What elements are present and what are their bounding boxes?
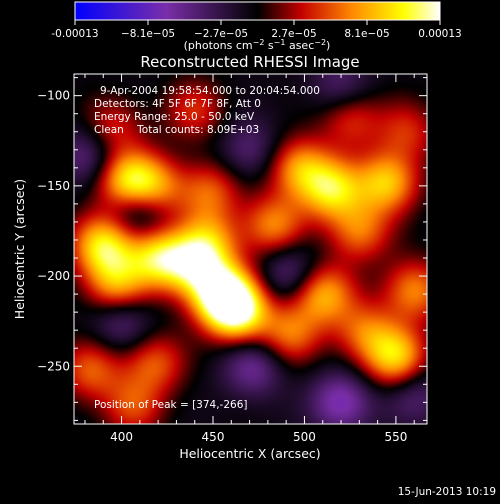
clean-counts-annotation: Clean Total counts: 8.09E+03 <box>94 124 259 136</box>
colorbar-unit-label: (photons cm−2 s−1 asec−2) <box>184 38 331 52</box>
chart-title: Reconstructed RHESSI Image <box>140 53 359 71</box>
peak-position-annotation: Position of Peak = [374,-266] <box>94 399 248 411</box>
time-range-annotation: 9-Apr-2004 19:58:54.000 to 20:04:54.000 <box>100 85 320 97</box>
colorbar-tick-label: 8.1e−05 <box>344 28 389 40</box>
x-axis-label: Heliocentric X (arcsec) <box>179 446 320 461</box>
x-tick-label: 400 <box>110 430 133 444</box>
colorbar-tick-label: -0.00013 <box>51 28 98 40</box>
energy-range-annotation: Energy Range: 25.0 - 50.0 keV <box>94 111 255 123</box>
detectors-annotation: Detectors: 4F 5F 6F 7F 8F, Att 0 <box>94 98 261 110</box>
y-tick-label: −200 <box>37 269 70 283</box>
x-tick-label: 550 <box>384 430 407 444</box>
colorbar-tick-label: 2.7e−05 <box>271 28 316 40</box>
axis-ticks: 400 450 500 550 −100 −150 −200 −250 <box>37 74 427 444</box>
y-axis-label: Heliocentric Y (arcsec) <box>12 179 27 319</box>
plot-frame <box>73 73 428 425</box>
y-tick-label: −250 <box>37 359 70 373</box>
colorbar-tick-label: −8.1e−05 <box>121 28 175 40</box>
colorbar-ticks: -0.00013 −8.1e−05 −2.7e−05 2.7e−05 8.1e−05 0.… <box>51 20 462 40</box>
y-tick-label: −100 <box>37 89 70 103</box>
footer-date: 15-Jun-2013 10:19 <box>398 486 496 498</box>
x-tick-label: 500 <box>293 430 316 444</box>
colorbar <box>74 1 441 21</box>
x-tick-label: 450 <box>202 430 225 444</box>
y-tick-label: −150 <box>37 179 70 193</box>
heatmap-image <box>74 74 427 424</box>
colorbar-tick-label: 0.00013 <box>418 28 461 40</box>
colorbar-tick-label: −2.7e−05 <box>194 28 248 40</box>
